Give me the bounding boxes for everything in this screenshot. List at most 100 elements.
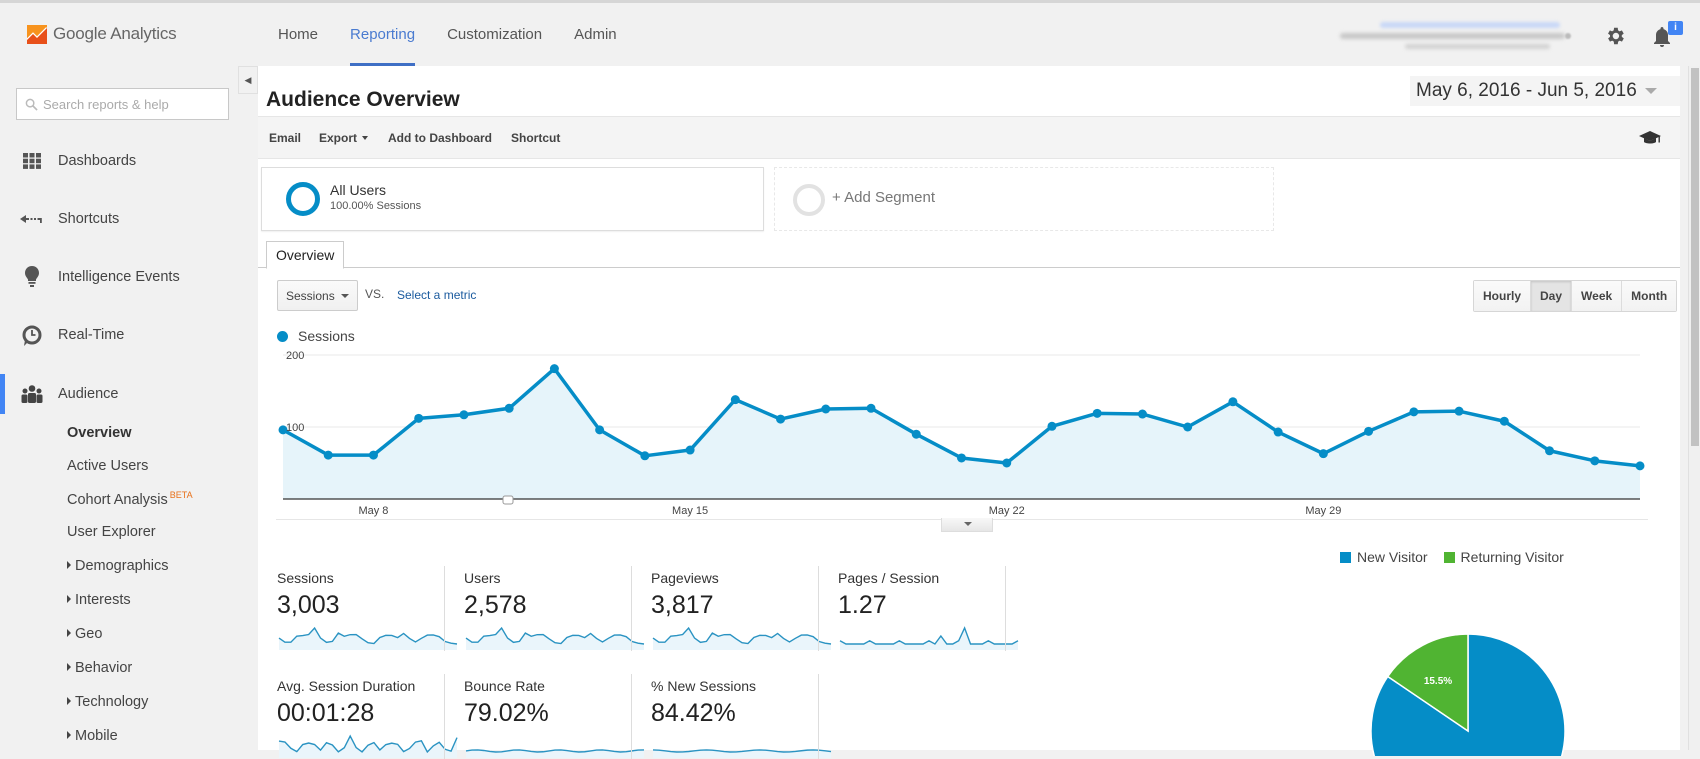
kpi-name: Pages / Session: [838, 570, 940, 586]
chart-legend: Sessions: [277, 328, 355, 344]
collapse-sidebar-button[interactable]: ◀: [238, 66, 258, 94]
sidebar-item-shortcuts[interactable]: Shortcuts: [0, 199, 242, 239]
kpi-users[interactable]: Users 2,578: [445, 566, 645, 651]
legend-new-visitor[interactable]: New Visitor: [1340, 549, 1428, 565]
sparkline: [652, 626, 832, 650]
nav-admin[interactable]: Admin: [574, 26, 617, 43]
sparkline: [465, 749, 645, 758]
audience-sub-technology[interactable]: Technology: [67, 694, 148, 710]
sidebar-item-intelligence-events[interactable]: Intelligence Events: [0, 257, 242, 297]
kpi-new-sessions[interactable]: % New Sessions 84.42%: [632, 674, 832, 759]
sub-item-label: Interests: [75, 592, 131, 608]
legend-label: Sessions: [298, 328, 355, 344]
kpi-avg-session-duration[interactable]: Avg. Session Duration 00:01:28: [258, 674, 458, 759]
account-name-blurred: [1340, 33, 1565, 39]
export-button[interactable]: Export: [319, 117, 369, 159]
metric-dropdown[interactable]: Sessions: [277, 280, 358, 311]
app-name: Google Analytics: [53, 24, 177, 43]
search-input[interactable]: [43, 96, 223, 112]
nav-customization[interactable]: Customization: [447, 26, 543, 43]
shortcut-arrow-icon: [20, 207, 44, 231]
page-title: Audience Overview: [266, 88, 460, 111]
audience-sub-active-users[interactable]: Active Users: [67, 458, 149, 474]
svg-text:15.5%: 15.5%: [1424, 676, 1452, 687]
expand-triangle-icon: [67, 629, 71, 637]
legend-returning-visitor[interactable]: Returning Visitor: [1443, 549, 1564, 565]
granularity-week-button[interactable]: Week: [1572, 281, 1623, 311]
legend-dot-icon: [277, 330, 288, 342]
report-tabs: Overview: [258, 238, 1680, 269]
kpi-bounce-rate[interactable]: Bounce Rate 79.02%: [445, 674, 645, 759]
kpi-value: 3,003: [277, 591, 340, 619]
kpi-pageviews[interactable]: Pageviews 3,817: [632, 566, 832, 651]
audience-sub-cohort-analysis[interactable]: Cohort Analysis BETA: [67, 490, 193, 508]
kpi-name: % New Sessions: [651, 678, 757, 694]
date-range-picker[interactable]: May 6, 2016 - Jun 5, 2016: [1410, 76, 1680, 106]
shortcut-button[interactable]: Shortcut: [511, 131, 561, 145]
sidebar-item-audience[interactable]: Audience: [0, 374, 242, 414]
segment-name: All Users: [330, 182, 387, 198]
sub-item-label: Technology: [75, 694, 149, 710]
scrollbar-thumb[interactable]: [1691, 68, 1699, 446]
granularity-hourly-button[interactable]: Hourly: [1474, 281, 1532, 311]
audience-sub-overview[interactable]: Overview: [67, 425, 132, 441]
svg-text:May 8: May 8: [358, 505, 388, 517]
notifications-bell-icon[interactable]: [1651, 25, 1673, 49]
grid-icon: [20, 149, 44, 173]
select-metric-link[interactable]: Select a metric: [397, 288, 477, 302]
svg-text:May 22: May 22: [989, 505, 1025, 517]
search-icon: [25, 98, 38, 111]
audience-sub-demographics[interactable]: Demographics: [67, 558, 169, 574]
nav-reporting[interactable]: Reporting: [334, 3, 431, 67]
pie-legend: New Visitor Returning Visitor: [1340, 549, 1564, 565]
kpi-name: Pageviews: [651, 570, 719, 586]
sub-item-label: Mobile: [75, 728, 118, 744]
sidebar-item-label: Real-Time: [58, 327, 125, 343]
sparkline: [839, 626, 1019, 650]
kpi-value: 2,578: [464, 591, 527, 619]
tab-overview[interactable]: Overview: [266, 241, 345, 269]
kpi-name: Sessions: [277, 570, 334, 586]
kpi-name: Avg. Session Duration: [277, 678, 416, 694]
sidebar-item-real-time[interactable]: Real-Time: [0, 315, 242, 355]
kpi-sessions[interactable]: Sessions 3,003: [258, 566, 458, 651]
audience-sub-behavior[interactable]: Behavior: [67, 660, 132, 676]
segment-all-users[interactable]: All Users 100.00% Sessions: [261, 167, 764, 231]
svg-text:May 15: May 15: [672, 505, 708, 517]
search-box[interactable]: [16, 88, 229, 120]
chart-expand-handle[interactable]: [941, 518, 993, 532]
sessions-line-chart[interactable]: 100 200 May 8 May 15 May 22 May 29: [258, 340, 1680, 520]
sidebar: Dashboards Shortcuts Intelligence Events…: [0, 66, 242, 750]
page-scrollbar[interactable]: [1688, 66, 1700, 750]
audience-sub-interests[interactable]: Interests: [67, 592, 131, 608]
sidebar-item-label: Dashboards: [58, 153, 137, 169]
audience-sub-user-explorer[interactable]: User Explorer: [67, 524, 156, 540]
email-button[interactable]: Email: [269, 131, 302, 145]
add-segment-label: + Add Segment: [832, 189, 935, 206]
account-caret-icon[interactable]: [1565, 33, 1571, 39]
action-bar: Email Export Add to Dashboard Shortcut: [258, 116, 1680, 159]
add-to-dashboard-button[interactable]: Add to Dashboard: [388, 131, 492, 145]
kpi-pages-per-session[interactable]: Pages / Session 1.27: [819, 566, 1019, 651]
notification-badge[interactable]: i: [1668, 21, 1683, 35]
caret-down-icon: [362, 136, 369, 140]
granularity-month-button[interactable]: Month: [1622, 281, 1677, 311]
gear-icon[interactable]: [1604, 25, 1626, 47]
sidebar-item-dashboards[interactable]: Dashboards: [0, 141, 242, 181]
audience-sub-geo[interactable]: Geo: [67, 626, 102, 642]
add-segment-button[interactable]: + Add Segment: [774, 167, 1274, 231]
granularity-day-button[interactable]: Day: [1531, 281, 1573, 311]
logo[interactable]: Google Analytics: [27, 24, 177, 44]
visitor-type-pie-chart[interactable]: 15.5%84.5%: [1338, 576, 1598, 756]
beta-badge: BETA: [169, 490, 193, 500]
account-selector[interactable]: [1340, 19, 1570, 55]
audience-sub-mobile[interactable]: Mobile: [67, 728, 118, 744]
sub-item-label: Cohort Analysis: [67, 492, 168, 508]
top-nav: Home Reporting Customization Admin: [262, 3, 633, 67]
legend-label: Returning Visitor: [1460, 549, 1564, 565]
graduation-cap-icon[interactable]: [1639, 130, 1661, 146]
nav-home[interactable]: Home: [278, 26, 319, 43]
sidebar-item-label: Intelligence Events: [58, 269, 180, 285]
date-range-value: May 6, 2016 - Jun 5, 2016: [1416, 80, 1637, 101]
svg-text:200: 200: [286, 350, 304, 362]
